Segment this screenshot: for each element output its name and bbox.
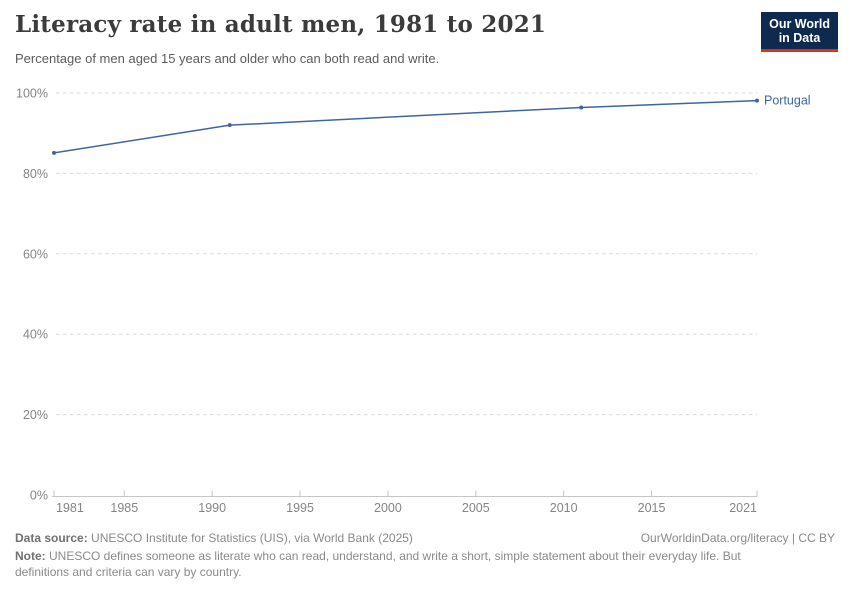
x-axis-tick-label: 2000	[374, 501, 402, 515]
y-axis-tick-label: 80%	[23, 167, 48, 181]
chart-note: Note: UNESCO defines someone as literate…	[15, 549, 787, 580]
x-axis-tick-label: 2015	[638, 501, 666, 515]
x-axis-tick-label: 1995	[286, 501, 314, 515]
owid-logo-line2: in Data	[778, 31, 821, 45]
owid-url-link[interactable]: OurWorldinData.org/literacy | CC BY	[640, 531, 835, 545]
y-axis-tick-label: 40%	[23, 328, 48, 342]
data-point-marker	[755, 98, 759, 103]
data-source-label: Data source:	[15, 531, 88, 545]
chart-title: Literacy rate in adult men, 1981 to 2021	[15, 11, 547, 38]
x-axis-tick-label: 2010	[550, 501, 578, 515]
y-axis-tick-label: 60%	[23, 247, 48, 261]
data-source-text: UNESCO Institute for Statistics (UIS), v…	[87, 531, 413, 545]
y-axis-tick-label: 100%	[16, 87, 48, 101]
series-line	[53, 99, 758, 154]
x-axis-tick-label: 1985	[110, 501, 138, 515]
series-label: Portugal	[764, 94, 811, 108]
x-axis-tick-label: 2005	[462, 501, 490, 515]
owid-logo-line1: Our World	[769, 17, 830, 31]
data-source: Data source: UNESCO Institute for Statis…	[15, 530, 413, 547]
x-axis-tick-label: 1981	[56, 501, 84, 515]
y-axis-tick-label: 20%	[23, 408, 48, 422]
note-text: UNESCO defines someone as literate who c…	[15, 549, 741, 579]
data-point-marker	[52, 150, 56, 155]
data-point-marker	[579, 105, 584, 110]
x-axis-tick-label: 1990	[198, 501, 226, 515]
note-label: Note:	[15, 549, 46, 563]
x-axis-tick-label: 2021	[729, 501, 757, 515]
chart-subtitle: Percentage of men aged 15 years and olde…	[15, 51, 440, 66]
source-row: Data source: UNESCO Institute for Statis…	[15, 530, 835, 547]
y-axis-tick-label: 0%	[30, 489, 48, 503]
data-point-marker	[227, 123, 232, 128]
owid-logo[interactable]: Our World in Data	[761, 12, 838, 52]
chart-footer: Data source: UNESCO Institute for Statis…	[15, 530, 835, 580]
